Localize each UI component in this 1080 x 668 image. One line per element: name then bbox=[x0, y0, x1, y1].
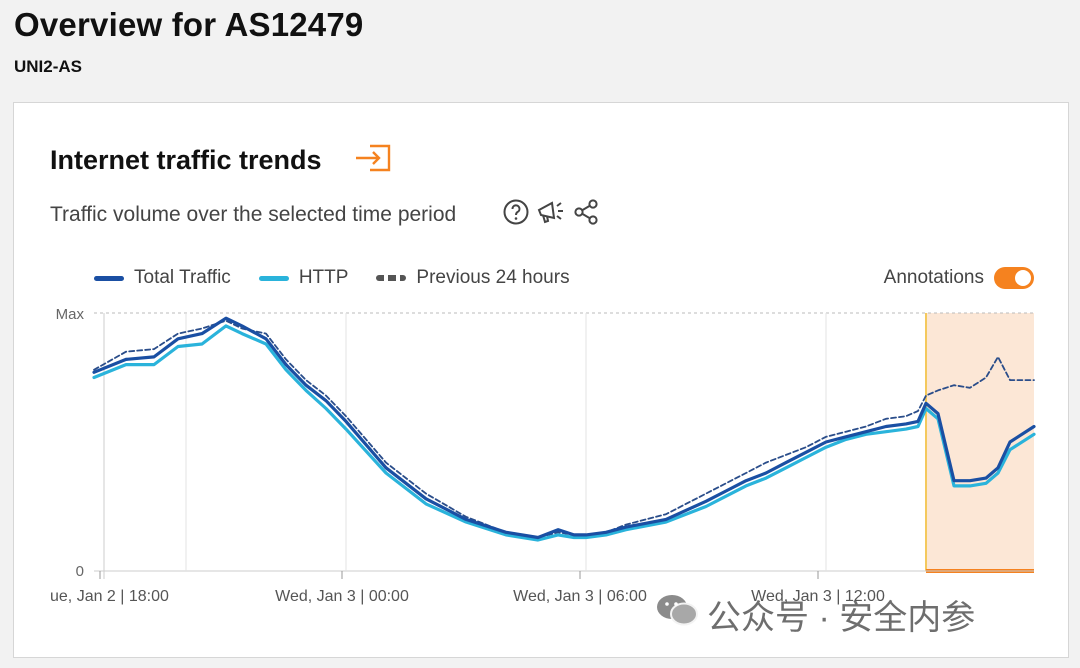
watermark-text: 公众号 · 安全内参 bbox=[707, 599, 976, 637]
total-traffic-swatch bbox=[94, 275, 124, 281]
x-tick-label: Wed, Jan 3 | 06:00 bbox=[513, 588, 647, 605]
megaphone-icon[interactable] bbox=[536, 198, 566, 231]
annotations-toggle[interactable] bbox=[994, 267, 1034, 289]
legend-http[interactable]: HTTP bbox=[258, 267, 349, 289]
legend-previous-24h[interactable]: Previous 24 hours bbox=[376, 267, 570, 289]
x-tick-label: Wed, Jan 3 | 00:00 bbox=[275, 588, 409, 605]
http-line bbox=[92, 324, 1036, 542]
y-tick-label: Max bbox=[56, 306, 85, 323]
share-icon[interactable] bbox=[572, 198, 600, 231]
annotations-control: Annotations bbox=[884, 267, 1034, 289]
external-link-icon[interactable] bbox=[354, 143, 392, 178]
legend-total-traffic[interactable]: Total Traffic bbox=[94, 267, 231, 289]
http-swatch bbox=[258, 275, 289, 281]
page-subtitle: UNI2-AS bbox=[14, 57, 83, 76]
x-tick-label: Wed, Jan 3 | 12:00 bbox=[751, 588, 885, 605]
page-title: Overview for AS12479 bbox=[14, 6, 364, 43]
previous-24h-line bbox=[93, 319, 1035, 539]
y-tick-label: 0 bbox=[76, 563, 84, 580]
wechat-icon bbox=[655, 592, 699, 637]
watermark: 公众号 · 安全内参 bbox=[655, 590, 975, 639]
traffic-trends-card: Internet traffic trends Traffic volume o… bbox=[13, 102, 1069, 658]
legend-label: Total Traffic bbox=[134, 267, 231, 288]
chart-legend: Total Traffic HTTP Previous 24 hours bbox=[94, 267, 570, 289]
annotations-label: Annotations bbox=[883, 267, 984, 288]
card-description: Traffic volume over the selected time pe… bbox=[50, 203, 457, 226]
legend-label: Previous 24 hours bbox=[416, 267, 570, 288]
x-tick-label: ue, Jan 2 | 18:00 bbox=[50, 588, 169, 605]
legend-label: HTTP bbox=[298, 267, 349, 288]
card-title: Internet traffic trends bbox=[50, 145, 322, 175]
total-traffic-line bbox=[92, 316, 1036, 540]
previous-24h-swatch bbox=[376, 275, 407, 281]
help-icon[interactable] bbox=[502, 198, 530, 231]
toggle-knob bbox=[1015, 270, 1031, 286]
